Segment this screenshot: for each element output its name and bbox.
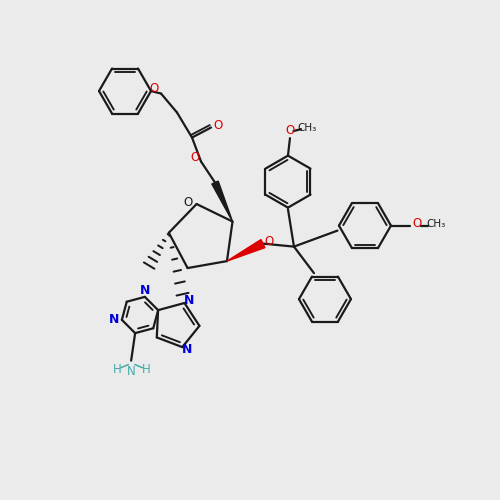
Text: CH₃: CH₃	[298, 123, 316, 133]
Text: H: H	[142, 363, 150, 376]
Text: O: O	[412, 217, 422, 230]
Text: O: O	[150, 82, 158, 95]
Text: O: O	[213, 119, 222, 132]
Text: N: N	[184, 294, 194, 308]
Text: N: N	[182, 342, 192, 355]
Text: N: N	[140, 284, 150, 298]
Text: CH₃: CH₃	[426, 218, 446, 228]
Text: H: H	[114, 363, 122, 376]
Text: O: O	[286, 124, 294, 137]
Text: N: N	[127, 365, 136, 378]
Text: O: O	[265, 234, 274, 248]
Polygon shape	[212, 181, 233, 222]
Text: N: N	[109, 314, 120, 326]
Polygon shape	[227, 240, 265, 261]
Text: O: O	[190, 151, 199, 164]
Text: O: O	[183, 196, 192, 208]
